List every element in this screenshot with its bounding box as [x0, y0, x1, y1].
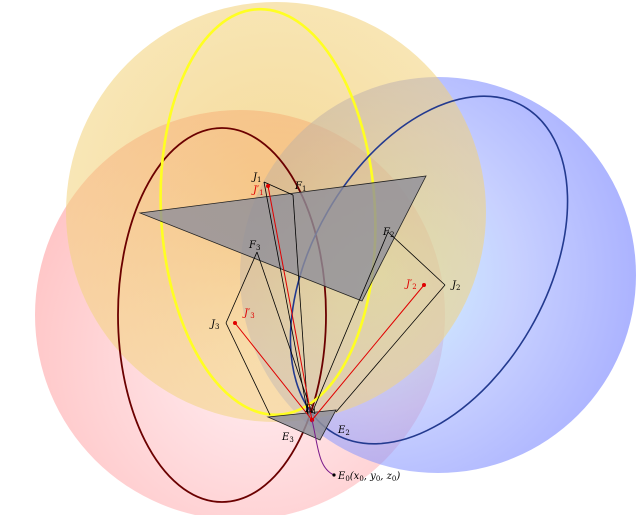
label-j1-prime: J′1: [251, 185, 264, 197]
label-e2: E2: [337, 425, 350, 437]
label-f3: F3: [248, 240, 260, 252]
label-f1: F1: [294, 181, 306, 193]
black-lines: [225, 181, 446, 416]
label-f2: F2: [382, 227, 394, 239]
triangle-e: [266, 409, 337, 441]
label-j2: J2: [450, 280, 460, 292]
label-j3: J3: [209, 319, 219, 331]
e0-point: [332, 473, 336, 477]
red-lines: [234, 185, 425, 421]
label-j2-prime: J′2: [404, 279, 417, 291]
label-j3-prime: J′3: [242, 308, 255, 320]
red-points: [233, 184, 426, 423]
label-e3: E3: [281, 432, 294, 444]
triangle-f: [138, 175, 427, 302]
label-j1: J1: [251, 172, 261, 184]
e0-leader-curve: [311, 419, 335, 476]
label-e1: E1: [304, 404, 317, 416]
label-e0: E0(x0, y0, z0): [337, 471, 400, 483]
ellipse-darkred: [117, 127, 327, 503]
